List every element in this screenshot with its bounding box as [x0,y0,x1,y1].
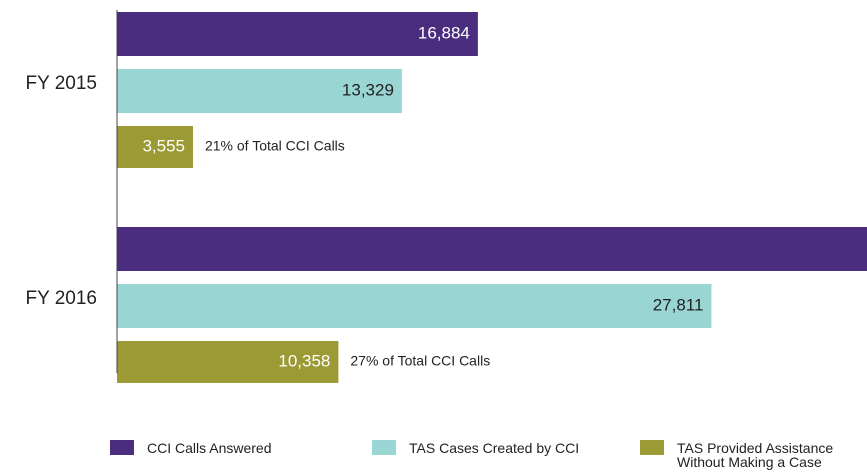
value-label: 27,811 [653,295,704,314]
value-label: 13,329 [342,80,394,99]
annotation: 21% of Total CCI Calls [205,138,345,154]
bar [117,227,867,271]
value-label: 16,884 [418,23,470,42]
category-label: FY 2015 [26,73,97,94]
legend-swatch [640,440,664,455]
legend-label: CCI Calls Answered [147,440,272,456]
legend-label: TAS Cases Created by CCI [409,440,580,456]
bar [117,284,712,328]
bar [117,69,402,113]
bar [117,12,478,56]
legend-swatch [372,440,396,455]
annotation: 27% of Total CCI Calls [350,353,490,369]
bar [117,341,339,383]
legend-swatch [110,440,134,455]
value-label: 3,555 [142,136,185,155]
legend-label: TAS Provided Assistance Without Making a… [677,440,834,470]
value-label: 10,358 [278,351,330,370]
category-label: FY 2016 [26,288,97,309]
bar [117,126,193,168]
